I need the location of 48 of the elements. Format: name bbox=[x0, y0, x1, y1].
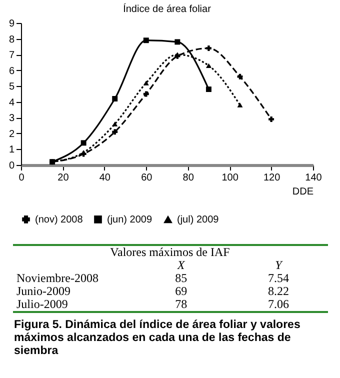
point bbox=[80, 140, 86, 146]
x-tick-label: 140 bbox=[305, 172, 322, 184]
point bbox=[174, 39, 180, 45]
text: Junio-2009 bbox=[16, 284, 72, 298]
point bbox=[206, 86, 212, 92]
text: 7.06 bbox=[266, 297, 290, 312]
text: 78 bbox=[174, 297, 188, 312]
y-tick-label: 8 bbox=[8, 34, 15, 46]
legend-label: (jul) 2009 bbox=[177, 214, 220, 226]
point bbox=[206, 63, 212, 68]
text: Valores máximos de IAF bbox=[109, 245, 231, 259]
point bbox=[206, 46, 212, 51]
y-tick-label: 2 bbox=[8, 128, 15, 140]
y-tick-label: 5 bbox=[8, 82, 15, 93]
x-tick-label: 80 bbox=[182, 172, 194, 184]
text: 69 bbox=[174, 284, 188, 298]
point bbox=[268, 116, 274, 122]
text: 8.22 bbox=[266, 284, 290, 298]
text: 7.54 bbox=[266, 271, 290, 285]
y-tick-label: 9 bbox=[8, 18, 15, 30]
y-tick-label: 3 bbox=[8, 113, 15, 124]
legend-label: (nov) 2008 bbox=[35, 214, 84, 226]
x-tick-label: 20 bbox=[58, 172, 70, 184]
y-tick-label: 0 bbox=[8, 160, 15, 172]
point bbox=[112, 96, 118, 102]
legend-label: (jun) 2009 bbox=[107, 214, 152, 226]
x-tick-label: 0 bbox=[18, 172, 25, 184]
text: X bbox=[176, 258, 186, 272]
x-tick-label: 40 bbox=[99, 172, 111, 184]
point bbox=[112, 129, 118, 135]
x-tick-label: 120 bbox=[263, 172, 281, 184]
text: Figura 5. Dinámica del índice de área foliar y valores máximos alcanzados en cada una de las fechas de siembra bbox=[14, 319, 302, 358]
text: Noviembre-2008 bbox=[16, 271, 100, 285]
point bbox=[237, 102, 243, 108]
y-tick-label: 1 bbox=[8, 144, 15, 156]
x-tick-label: 60 bbox=[141, 172, 153, 184]
y-tick-label: 6 bbox=[8, 66, 15, 77]
y-tick-label: 4 bbox=[8, 97, 15, 108]
x-axis-title: DDE bbox=[292, 186, 314, 198]
point bbox=[143, 38, 149, 44]
text: Julio-2009 bbox=[16, 297, 69, 312]
text: 85 bbox=[174, 271, 188, 285]
point bbox=[112, 122, 118, 126]
y-tick-label: 7 bbox=[8, 50, 15, 62]
x-tick-label: 100 bbox=[222, 172, 239, 184]
chart-title: Índice de área foliar bbox=[123, 3, 212, 15]
text: Y bbox=[274, 258, 284, 272]
point bbox=[143, 80, 149, 86]
